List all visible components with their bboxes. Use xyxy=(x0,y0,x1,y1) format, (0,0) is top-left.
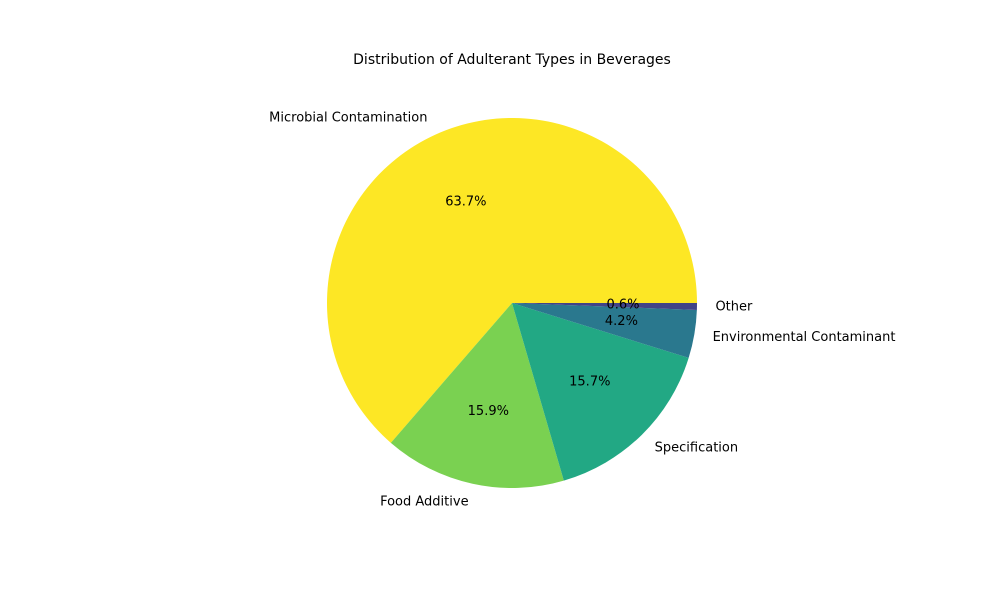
pie-slice-food-additive xyxy=(390,303,564,488)
chart-title: Distribution of Adulterant Types in Beve… xyxy=(353,52,671,68)
pie-slice-specification xyxy=(512,303,689,481)
pie-slice-other xyxy=(512,303,697,310)
slices-layer xyxy=(327,118,697,488)
pct-label-other: 0.6% xyxy=(606,298,639,313)
pct-label-food-additive: 15.9% xyxy=(468,404,509,419)
pie-slice-microbial-contamination xyxy=(327,118,697,443)
slice-label-other: Other xyxy=(715,299,753,314)
labels-layer: Microbial Contamination 63.7% Food Additiv… xyxy=(269,110,895,509)
pie-slice-environmental-contaminant xyxy=(512,303,697,358)
pct-label-specification: 15.7% xyxy=(569,375,610,390)
slice-label-microbial-contamination: Microbial Contamination xyxy=(269,110,427,125)
pct-label-microbial-contamination: 63.7% xyxy=(445,195,486,210)
slice-label-environmental-contaminant: Environmental Contaminant xyxy=(713,330,896,345)
pct-label-environmental-contaminant: 4.2% xyxy=(605,314,638,329)
slice-label-food-additive: Food Additive xyxy=(380,494,469,509)
slice-label-specification: Specification xyxy=(655,441,738,456)
